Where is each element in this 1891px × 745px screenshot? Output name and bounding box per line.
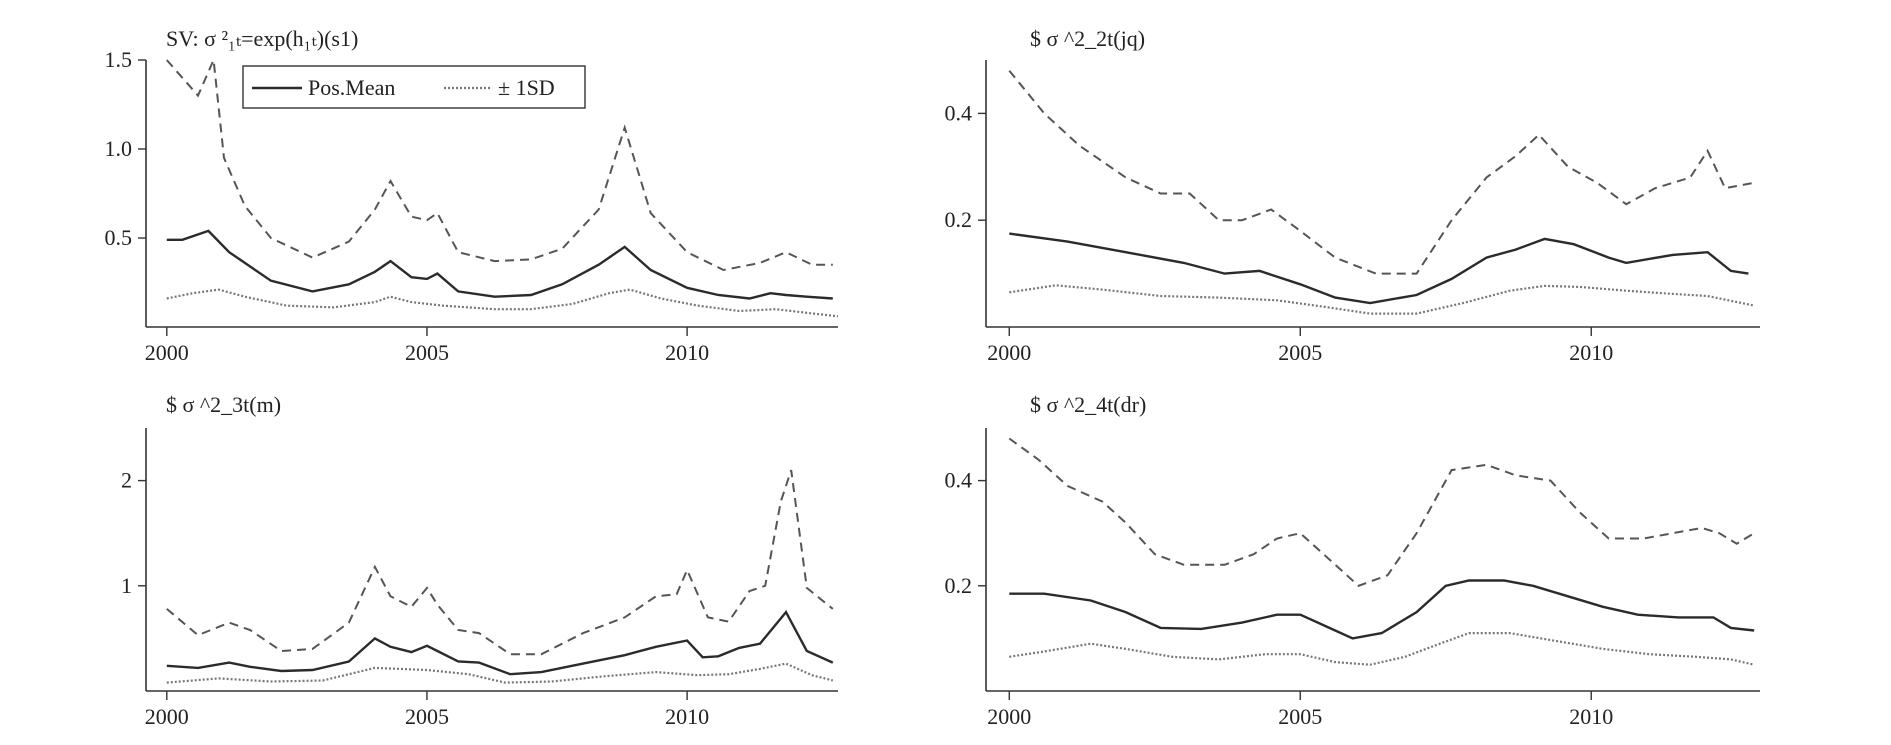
x-tick-label: 2010 (1569, 340, 1613, 365)
y-tick-label: 1.0 (105, 136, 133, 161)
upper-band-line (1008, 437, 1755, 587)
x-tick-label: 2000 (987, 340, 1031, 365)
x-tick-label: 2000 (987, 704, 1031, 729)
y-tick-label: 0.4 (945, 468, 973, 493)
panel-title: $ σ ^2_4t(dr) (1030, 392, 1146, 417)
panel-title: $ σ ^2_3t(m) (166, 392, 281, 417)
x-tick-label: 2005 (1278, 704, 1322, 729)
panel-sigma3: $ σ ^2_3t(m) 1 2 2000 2005 2010 (121, 392, 838, 729)
lower-band-line (166, 288, 839, 318)
legend-band-label: ± 1SD (498, 75, 555, 100)
lower-band-line (166, 662, 834, 684)
y-tick-label: 0.5 (105, 225, 133, 250)
upper-band-line (166, 469, 834, 656)
panel-title: $ σ ^2_2t(jq) (1030, 26, 1145, 51)
x-tick-label: 2000 (145, 340, 189, 365)
x-tick-label: 2010 (665, 704, 709, 729)
lower-band-line (1009, 284, 1755, 315)
lower-band-line (1009, 631, 1755, 666)
mean-line (1009, 579, 1755, 640)
panel-sigma1: SV: σ ²₁ₜ=exp(h₁ₜ)(s1) 0.5 1.0 1.5 2000 2005 2… (105, 26, 839, 365)
panel-sigma2: $ σ ^2_2t(jq) 0.2 0.4 2000 2005 2010 (945, 26, 1760, 365)
y-tick-label: 1.5 (105, 47, 133, 72)
mean-line (166, 609, 834, 676)
y-tick-label: 1 (121, 573, 132, 598)
x-tick-label: 2005 (405, 704, 449, 729)
upper-band-line (1008, 70, 1755, 275)
x-tick-label: 2000 (145, 704, 189, 729)
x-tick-label: 2010 (665, 340, 709, 365)
legend: Pos.Mean ± 1SD (242, 65, 586, 109)
panel-title: SV: σ ²₁ₜ=exp(h₁ₜ)(s1) (166, 26, 358, 51)
x-tick-label: 2010 (1569, 704, 1613, 729)
y-tick-label: 2 (121, 468, 132, 493)
mean-line (1009, 232, 1749, 305)
y-tick-label: 0.4 (945, 100, 973, 125)
panel-sigma4: $ σ ^2_4t(dr) 0.2 0.4 2000 2005 2010 (945, 392, 1760, 729)
upper-band-line (166, 56, 833, 272)
y-tick-label: 0.2 (945, 207, 973, 232)
mean-line (166, 229, 833, 300)
x-tick-label: 2005 (1278, 340, 1322, 365)
y-tick-label: 0.2 (945, 573, 973, 598)
legend-mean-label: Pos.Mean (308, 75, 395, 100)
x-tick-label: 2005 (405, 340, 449, 365)
